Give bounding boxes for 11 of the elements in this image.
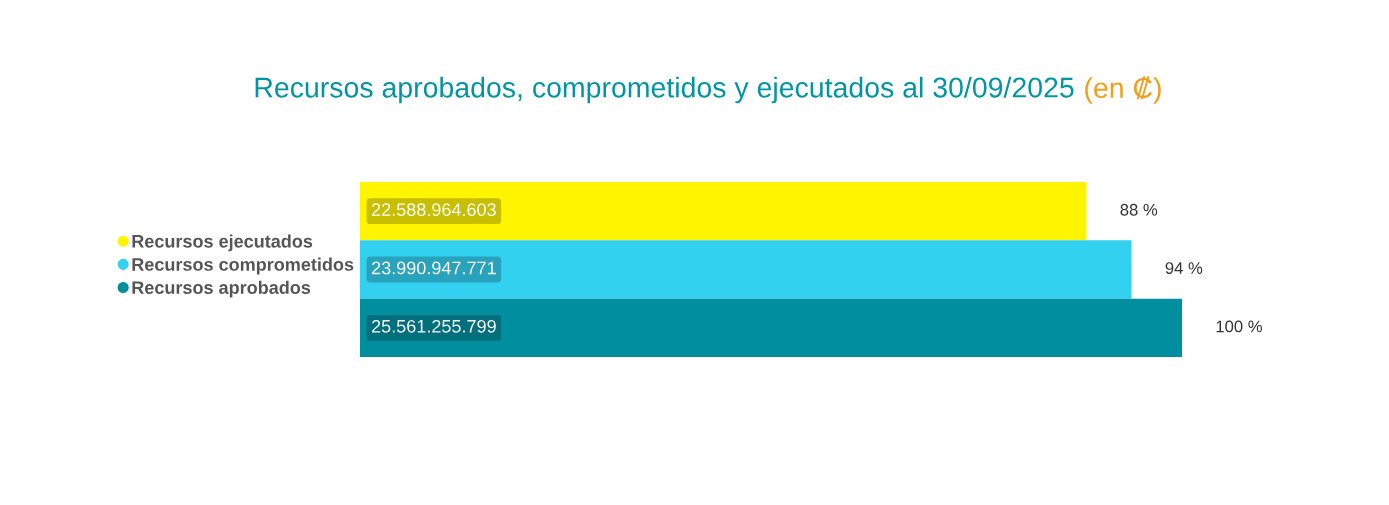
data-label: 25.561.255.799 <box>372 319 496 333</box>
data-label: 22.588.964.603 <box>372 203 496 217</box>
legend-label: Recursos aprobados <box>132 280 311 298</box>
annotation: 94 % <box>1165 262 1203 274</box>
annotation: 88 % <box>1120 203 1158 216</box>
chart-subtitle: (en ₡) <box>1085 76 1161 104</box>
data-label: 23.990.947.771 <box>372 261 496 275</box>
legend-label: Recursos ejecutados <box>132 234 313 252</box>
annotation: 100 % <box>1216 320 1262 333</box>
legend-label: Recursos comprometidos <box>132 257 354 275</box>
chart-title: Recursos aprobados, comprometidos y ejecutados al 30/09/2025 <box>255 76 1074 104</box>
